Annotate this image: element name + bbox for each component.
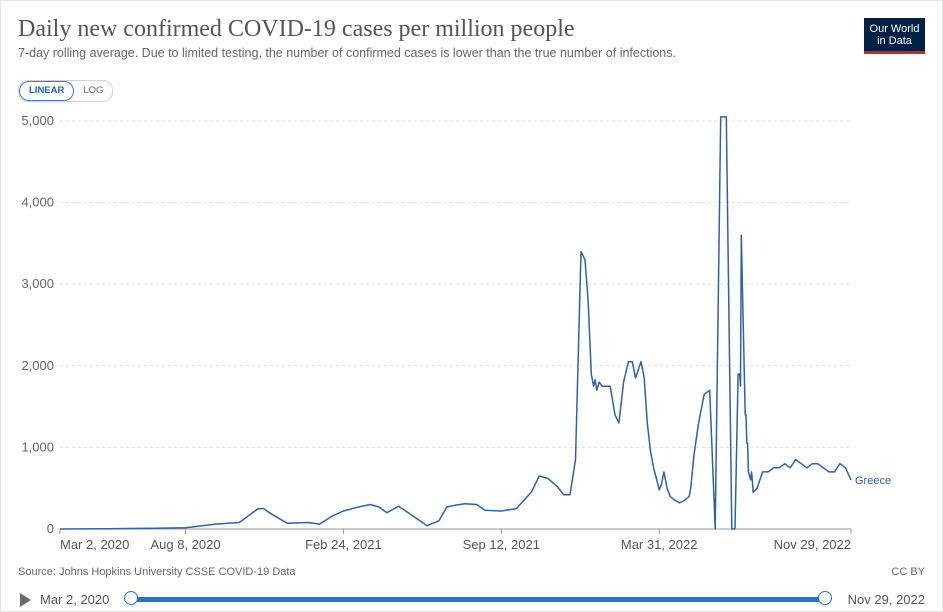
chart-subtitle: 7-day rolling average. Due to limited te… bbox=[18, 46, 676, 60]
linear-scale-button[interactable]: LINEAR bbox=[19, 81, 75, 101]
log-scale-button[interactable]: LOG bbox=[83, 85, 104, 96]
y-tick-label: 4,000 bbox=[21, 195, 54, 210]
x-tick-label: Mar 31, 2022 bbox=[621, 537, 698, 552]
series-label-greece[interactable]: Greece bbox=[855, 475, 891, 487]
owid-logo[interactable]: Our World in Data bbox=[864, 18, 925, 54]
y-tick-label: 5,000 bbox=[21, 113, 54, 128]
timeline-start-handle[interactable] bbox=[124, 591, 138, 605]
y-axis: 0 1,000 2,000 3,000 4,000 5,000 bbox=[21, 113, 54, 536]
y-tick-label: 1,000 bbox=[21, 439, 54, 454]
x-tick-label: Nov 29, 2022 bbox=[774, 537, 851, 552]
timeline-end-date: Nov 29, 2022 bbox=[847, 592, 925, 607]
timeline: Mar 2, 2020 Nov 29, 2022 bbox=[0, 588, 943, 612]
series-line-greece[interactable] bbox=[59, 116, 852, 530]
play-icon[interactable] bbox=[20, 593, 31, 607]
x-tick-label: Aug 8, 2020 bbox=[150, 537, 220, 552]
scale-toggle: LINEAR LOG bbox=[18, 80, 114, 102]
x-tick-label: Mar 2, 2020 bbox=[60, 537, 129, 552]
timeline-end-handle[interactable] bbox=[818, 591, 832, 605]
x-tick-label: Sep 12, 2021 bbox=[463, 537, 540, 552]
x-tick-label: Feb 24, 2021 bbox=[305, 537, 382, 552]
y-tick-label: 0 bbox=[47, 521, 54, 536]
chart-title: Daily new confirmed COVID-19 cases per m… bbox=[18, 16, 575, 42]
gridlines bbox=[60, 120, 851, 448]
source-note[interactable]: Source: Johns Hopkins University CSSE CO… bbox=[18, 566, 296, 578]
logo-line-1: Our World bbox=[869, 23, 920, 35]
series-layer: Greece bbox=[59, 116, 891, 530]
timeline-start-date: Mar 2, 2020 bbox=[40, 592, 110, 607]
y-tick-label: 3,000 bbox=[21, 276, 54, 291]
license-link[interactable]: CC BY bbox=[891, 566, 925, 578]
logo-line-2: in Data bbox=[877, 35, 912, 47]
x-axis: Mar 2, 2020 Aug 8, 2020 Feb 24, 2021 Sep 12… bbox=[59, 528, 852, 552]
timeline-track[interactable] bbox=[131, 597, 825, 602]
y-tick-label: 2,000 bbox=[21, 358, 54, 373]
